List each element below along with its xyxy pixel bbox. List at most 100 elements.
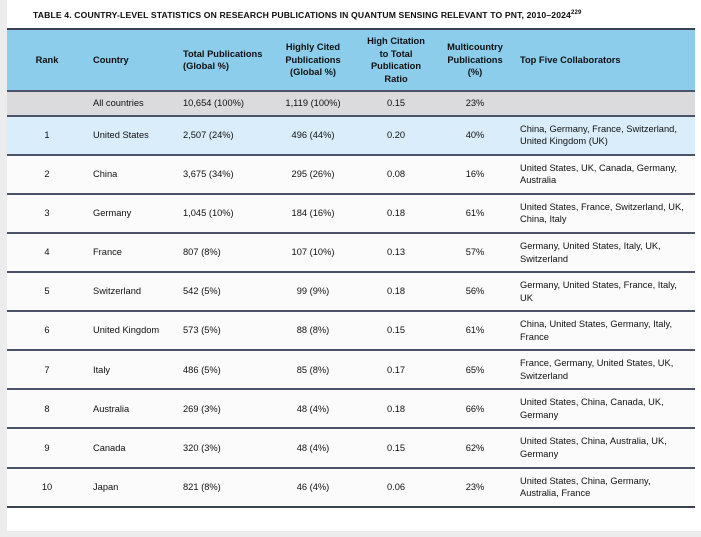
cell-citation-ratio: 0.13 — [386, 247, 406, 258]
table-row: 5 Switzerland 542 (5%) 99 (9%) 0.18 56% … — [7, 272, 695, 312]
cell-rank — [7, 91, 87, 116]
table-panel: TABLE 4. COUNTRY-LEVEL STATISTICS ON RES… — [7, 0, 701, 531]
cell-highly-cited: 1,119 (100%) — [285, 98, 341, 109]
cell-citation-ratio: 0.15 — [386, 98, 406, 109]
cell-multicountry: 23% — [465, 98, 485, 109]
cell-citation-ratio: 0.17 — [386, 364, 406, 375]
cell-citation-ratio: 0.08 — [386, 169, 406, 180]
cell-collaborators: China, United States, Germany, Italy, Fr… — [520, 319, 673, 342]
cell-country: United Kingdom — [93, 325, 160, 336]
cell-collaborators: United States, China, Australia, UK, Ger… — [520, 436, 667, 460]
cell-citation-ratio: 0.20 — [386, 130, 406, 140]
cell-multicountry: 40% — [465, 130, 485, 140]
cell-total-publications: 10,654 (100%) — [183, 98, 244, 109]
cell-collaborators: United States, China, Germany, Australia… — [520, 475, 651, 499]
cell-multicountry: 65% — [465, 364, 485, 375]
table-header: Rank Country Total Publications (Global … — [7, 29, 695, 92]
cell-highly-cited: 99 (9%) — [296, 286, 330, 297]
cell-citation-ratio: 0.18 — [386, 403, 406, 414]
cell-total-publications: 2,507 (24%) — [183, 130, 234, 140]
table-row: All countries 10,654 (100%) 1,119 (100%)… — [7, 91, 695, 116]
table-row: 1 United States 2,507 (24%) 496 (44%) 0.… — [7, 115, 695, 155]
cell-rank: 4 — [44, 247, 50, 258]
cell-country: Germany — [93, 208, 132, 219]
table-row: 4 France 807 (8%) 107 (10%) 0.13 57% Ger… — [7, 233, 695, 273]
cell-highly-cited: 48 (4%) — [296, 403, 330, 414]
column-header-multicountry: Multicountry Publications (%) — [436, 29, 514, 92]
cell-multicountry: 56% — [465, 286, 485, 297]
column-header-citation-ratio: High Citation to Total Publication Ratio — [356, 29, 436, 92]
cell-country: All countries — [93, 98, 144, 109]
cell-country: Canada — [93, 442, 126, 453]
table-row: 10 Japan 821 (8%) 46 (4%) 0.06 23% Unite… — [7, 467, 695, 507]
cell-highly-cited: 496 (44%) — [291, 130, 335, 140]
table-row: 9 Canada 320 (3%) 48 (4%) 0.15 62% Unite… — [7, 428, 695, 468]
table-row: 3 Germany 1,045 (10%) 184 (16%) 0.18 61%… — [7, 193, 695, 234]
cell-rank: 2 — [44, 169, 50, 180]
cell-multicountry: 23% — [465, 481, 485, 492]
table-row: 8 Australia 269 (3%) 48 (4%) 0.18 66% Un… — [7, 389, 695, 429]
cell-highly-cited: 88 (8%) — [296, 325, 330, 336]
cell-country: Switzerland — [93, 286, 142, 297]
column-header-top-collaborators: Top Five Collaborators — [514, 29, 695, 92]
cell-collaborators — [514, 91, 695, 116]
cell-rank: 5 — [44, 286, 50, 297]
cell-multicountry: 61% — [465, 208, 485, 219]
cell-multicountry: 61% — [465, 325, 485, 336]
cell-rank: 9 — [44, 442, 50, 453]
cell-highly-cited: 48 (4%) — [296, 442, 330, 453]
cell-rank: 10 — [41, 481, 53, 492]
cell-country: Australia — [93, 403, 130, 414]
table-row: 6 United Kingdom 573 (5%) 88 (8%) 0.15 6… — [7, 311, 695, 351]
table-row: 7 Italy 486 (5%) 85 (8%) 0.17 65% France… — [7, 350, 695, 390]
cell-multicountry: 66% — [465, 403, 485, 414]
column-header-rank: Rank — [7, 29, 87, 92]
cell-rank: 7 — [44, 364, 50, 375]
cell-collaborators: France, Germany, United States, UK, Swit… — [520, 358, 674, 381]
cell-multicountry: 16% — [465, 169, 485, 180]
table-title: TABLE 4. COUNTRY-LEVEL STATISTICS ON RES… — [7, 0, 701, 28]
footnote-reference: 229 — [570, 10, 582, 17]
cell-total-publications: 3,675 (34%) — [183, 169, 234, 180]
cell-total-publications: 1,045 (10%) — [183, 208, 234, 219]
cell-country: France — [93, 247, 122, 258]
cell-total-publications: 573 (5%) — [183, 325, 221, 336]
cell-highly-cited: 46 (4%) — [296, 481, 330, 492]
cell-highly-cited: 184 (16%) — [291, 208, 335, 219]
cell-country: China — [93, 169, 118, 180]
cell-citation-ratio: 0.15 — [386, 325, 406, 336]
column-header-country: Country — [87, 29, 177, 92]
cell-total-publications: 486 (5%) — [183, 364, 221, 375]
cell-country: Japan — [93, 481, 119, 492]
cell-collaborators: United States, France, Switzerland, UK, … — [520, 201, 684, 225]
table-title-text: TABLE 4. COUNTRY-LEVEL STATISTICS ON RES… — [33, 10, 571, 20]
cell-collaborators: Germany, United States, France, Italy, U… — [520, 280, 677, 303]
table-body: All countries 10,654 (100%) 1,119 (100%)… — [7, 91, 695, 507]
cell-highly-cited: 107 (10%) — [291, 247, 335, 258]
cell-total-publications: 320 (3%) — [183, 442, 221, 453]
cell-collaborators: United States, China, Canada, UK, German… — [520, 397, 664, 420]
cell-collaborators: China, Germany, France, Switzerland, Uni… — [520, 123, 677, 147]
cell-highly-cited: 85 (8%) — [296, 364, 330, 375]
cell-rank: 6 — [44, 325, 50, 336]
cell-citation-ratio: 0.06 — [386, 481, 406, 492]
cell-total-publications: 269 (3%) — [183, 403, 221, 414]
cell-citation-ratio: 0.18 — [386, 208, 406, 219]
cell-rank: 8 — [44, 403, 50, 414]
cell-citation-ratio: 0.18 — [386, 286, 406, 297]
cell-total-publications: 821 (8%) — [183, 481, 221, 492]
cell-multicountry: 62% — [465, 442, 485, 453]
cell-total-publications: 807 (8%) — [183, 247, 221, 258]
cell-total-publications: 542 (5%) — [183, 286, 221, 297]
cell-rank: 3 — [44, 208, 50, 219]
cell-collaborators: Germany, United States, Italy, UK, Switz… — [520, 241, 661, 264]
cell-collaborators: United States, UK, Canada, Germany, Aust… — [520, 162, 677, 186]
cell-country: Italy — [93, 364, 111, 375]
cell-country: United States — [93, 130, 149, 140]
cell-multicountry: 57% — [465, 247, 485, 258]
publications-table: Rank Country Total Publications (Global … — [7, 28, 695, 508]
table-row: 2 China 3,675 (34%) 295 (26%) 0.08 16% U… — [7, 154, 695, 194]
cell-rank: 1 — [44, 130, 50, 140]
cell-citation-ratio: 0.15 — [386, 442, 406, 453]
